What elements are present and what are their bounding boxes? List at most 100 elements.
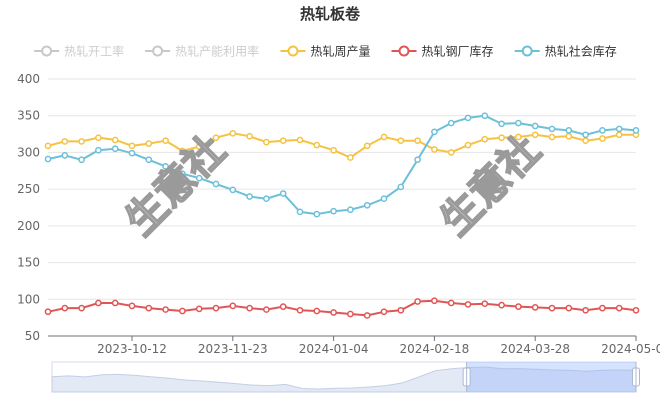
data-point	[582, 306, 589, 314]
data-point	[615, 131, 623, 139]
data-point	[296, 306, 304, 314]
y-axis: 50 100 150 200 250 300 350 400	[17, 72, 40, 343]
y-tick-label: 250	[17, 182, 40, 196]
legend-item[interactable]: 热轧钢厂库存	[391, 44, 494, 59]
legend-marker	[152, 45, 164, 57]
series-line	[47, 299, 637, 317]
data-point	[582, 131, 589, 139]
data-point	[431, 146, 438, 153]
legend-label: 热轧钢厂库存	[422, 44, 494, 59]
slider-handle-left[interactable]	[462, 362, 471, 392]
data-point	[347, 310, 354, 318]
datazoom-slider[interactable]	[51, 361, 640, 393]
data-point	[61, 304, 69, 312]
data-point	[464, 301, 472, 308]
data-point	[531, 304, 539, 311]
data-point	[162, 137, 169, 145]
data-point	[95, 146, 102, 154]
data-point	[162, 306, 169, 313]
data-point	[111, 299, 119, 307]
data-point	[347, 206, 354, 214]
data-point	[263, 195, 270, 203]
x-tick-label: 2024-02-18	[400, 342, 470, 356]
legend-label: 热轧社会库存	[545, 44, 617, 59]
data-point	[145, 140, 153, 147]
data-point	[44, 142, 52, 150]
data-point	[246, 193, 253, 200]
data-point	[363, 312, 371, 319]
y-tick-label: 100	[17, 292, 40, 306]
data-point	[615, 304, 623, 312]
data-point	[397, 306, 405, 314]
legend-item[interactable]: 热轧产能利用率	[145, 44, 259, 59]
legend-item[interactable]: 热轧周产量	[280, 45, 371, 59]
data-point	[78, 156, 85, 164]
legend-marker	[287, 45, 299, 57]
y-tick-label: 350	[17, 109, 40, 123]
data-point	[111, 145, 119, 153]
legend-marker	[398, 45, 410, 57]
slider-handle-right[interactable]	[632, 362, 640, 392]
legend-marker	[41, 45, 53, 57]
legend[interactable]: 热轧开工率 热轧产能利用率 热轧周产量 热轧钢厂库存 热轧社会库存	[34, 44, 617, 59]
data-point	[263, 138, 270, 146]
data-point	[431, 297, 438, 305]
data-point	[279, 303, 287, 310]
x-tick-label: 2024-05-09	[601, 342, 660, 356]
data-point	[78, 304, 85, 312]
data-point	[565, 132, 573, 140]
data-point	[565, 127, 573, 134]
data-point	[515, 303, 522, 310]
y-tick-label: 400	[17, 72, 40, 86]
watermark-right: 生意社	[432, 127, 549, 244]
data-point	[246, 132, 253, 140]
series-热轧社会库存	[44, 112, 640, 218]
data-point	[632, 127, 640, 134]
data-point	[363, 201, 371, 209]
data-point	[548, 133, 556, 141]
data-point	[313, 210, 321, 218]
data-point	[128, 142, 136, 150]
data-point	[195, 174, 203, 182]
data-point	[313, 141, 321, 149]
legend-marker	[521, 45, 533, 57]
data-point	[632, 306, 640, 314]
data-point	[447, 149, 455, 156]
y-tick-label: 150	[17, 256, 40, 270]
data-point	[414, 298, 421, 305]
data-point	[78, 138, 85, 145]
slider-preview	[51, 366, 637, 393]
data-point	[229, 129, 237, 137]
data-point	[531, 122, 539, 130]
data-point	[565, 304, 573, 312]
legend-item[interactable]: 热轧开工率	[34, 44, 124, 59]
data-point	[464, 141, 472, 149]
data-point	[498, 301, 505, 309]
data-point	[414, 137, 421, 145]
data-point	[145, 156, 153, 164]
legend-item[interactable]: 热轧社会库存	[514, 44, 617, 59]
series-lines	[44, 112, 640, 319]
x-tick-label: 2024-01-04	[299, 342, 369, 356]
data-point	[397, 183, 405, 191]
data-point	[397, 137, 405, 145]
x-tick-label: 2023-10-12	[97, 342, 167, 356]
data-point	[548, 125, 556, 133]
data-point	[128, 149, 136, 157]
data-point	[380, 195, 388, 203]
data-point	[498, 120, 505, 128]
y-tick-label: 300	[17, 145, 40, 159]
data-point	[111, 136, 119, 144]
data-point	[44, 155, 52, 163]
data-point	[279, 137, 287, 145]
data-point	[229, 186, 237, 194]
data-point	[229, 302, 237, 310]
x-tick-label: 2023-11-23	[198, 342, 268, 356]
data-point	[498, 134, 505, 142]
data-point	[481, 135, 489, 143]
data-point	[212, 180, 220, 188]
slider-window[interactable]	[466, 362, 636, 392]
data-point	[599, 127, 606, 134]
series-热轧周产量	[44, 129, 640, 161]
